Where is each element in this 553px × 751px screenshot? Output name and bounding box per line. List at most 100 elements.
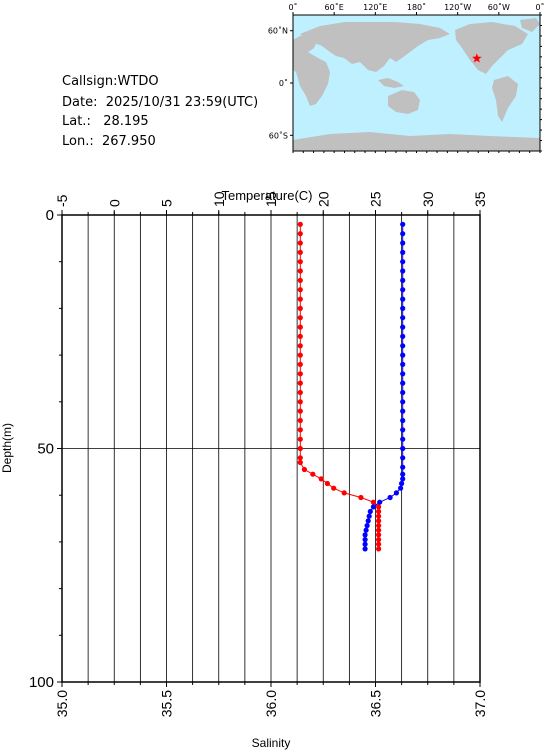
data-point [297,343,303,349]
longitude-label: Lon.: 267.950 [62,134,156,149]
x-axis-top-label: Temperature(C) [221,188,312,203]
depth-tick-label: 100 [29,674,54,691]
data-point [400,371,406,377]
data-point [399,480,405,487]
callsign-label: Callsign:WTDO [62,74,159,89]
data-point [376,537,382,543]
land-indonesia [378,78,404,88]
data-point [363,527,369,533]
map-left-tick-label: 60˚S [269,130,288,140]
data-point [376,541,382,547]
depth-tick-label: 50 [37,441,54,458]
land-masses [293,18,540,151]
temperature-tick-label: 25 [368,191,384,207]
salinity-tick-label: 36.5 [368,690,384,717]
data-point [364,523,370,529]
land-antarctica [293,132,540,151]
data-point [400,427,406,433]
data-point [376,546,382,552]
data-point [400,277,406,283]
temperature-tick-label: 15 [263,191,279,207]
land-australia [388,90,420,114]
data-point [365,518,371,524]
data-point [362,546,368,552]
map-top-tick-label: 120˚E [363,2,387,12]
data-point [301,466,307,473]
data-point [297,240,303,246]
data-point [376,518,382,524]
map-top-tick-label: 120˚W [444,2,471,12]
data-point [370,504,376,510]
salinity-tick-label: 35.0 [54,690,70,717]
map-top-ticks: 0˚ 60˚E 120˚E 180˚ 120˚W 60˚W 0˚ [288,2,545,153]
data-point [400,315,406,321]
y-axis-label: Depth(m) [0,423,14,473]
data-point [376,513,382,519]
data-point [297,408,303,414]
map-left-ticks: 60˚N 0˚ 60˚S [268,14,542,152]
data-point [377,499,383,505]
map-left-tick-label: 60˚N [268,26,288,36]
data-point [400,324,406,330]
data-point [400,240,406,246]
salinity-tick-label: 35.5 [159,690,175,717]
data-point [297,315,303,321]
data-point [400,361,406,367]
x-axis-bottom-label: Salinity [252,736,291,750]
series-line [299,224,380,549]
data-point [400,259,406,265]
land-south-america [492,76,518,122]
salinity-tick-label: 37.0 [472,690,488,717]
data-point [358,494,364,501]
data-point [376,504,382,510]
data-point [400,399,406,405]
data-point [400,417,406,424]
data-point [297,277,303,283]
data-point [400,231,406,237]
land-eurasia [300,22,450,72]
temperature-tick-label: 10 [211,191,227,207]
data-point [400,445,406,452]
data-point [297,231,303,237]
data-point [400,296,406,302]
date-label: Date: 2025/10/31 23:59(UTC) [62,95,259,110]
data-point [297,324,303,330]
data-point [400,268,406,274]
data-point [400,436,406,442]
data-point [370,499,376,505]
land-africa [293,34,330,106]
data-point [376,523,382,529]
data-point [297,361,303,367]
star-icon [472,53,482,63]
data-point [387,494,393,501]
temperature-tick-label: 5 [159,199,175,207]
data-point [400,389,406,396]
data-point [393,490,399,496]
map-top-tick-label: 0˚ [535,2,544,12]
data-point [400,305,406,311]
land-greenland [520,18,540,32]
data-point [400,352,406,358]
map-left-tick-label: 0˚ [279,78,288,88]
data-point [400,249,406,255]
latitude-label: Lat.: 28.195 [62,114,149,129]
data-point [297,427,303,433]
data-point [297,259,303,265]
data-point [366,513,372,519]
map-top-tick-label: 60˚W [488,2,510,12]
depth-tick-label: 0 [46,207,54,224]
data-point [297,380,303,386]
land-north-america [455,22,528,74]
temperature-tick-label: 30 [420,191,436,207]
data-point [297,249,303,255]
data-point [297,287,303,293]
data-point [297,333,303,339]
data-point [341,490,347,496]
series-salinity [362,221,406,552]
map-top-tick-label: 0˚ [288,2,297,12]
temperature-tick-label: -5 [54,194,70,207]
data-point [376,508,382,515]
data-point [324,480,330,487]
